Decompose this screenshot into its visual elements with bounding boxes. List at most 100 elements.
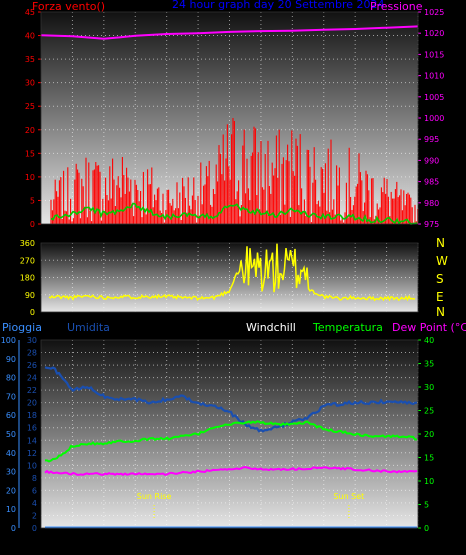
wind-tick-label-10: 10 (25, 173, 35, 182)
direction-letter-n-bottom: N (436, 305, 445, 319)
humidity-tick-label-22: 22 (27, 386, 37, 395)
pressure-tick-label-1020: 1020 (424, 29, 444, 38)
sunset-label: Sun Set (333, 492, 364, 501)
direction-letter-s: S (436, 272, 444, 286)
legend-humidity: Umidita (67, 321, 110, 334)
temp-x-tick-label-06: 06 (130, 535, 142, 545)
wind-tick-label-40: 40 (25, 32, 35, 41)
humidity-tick-label-20: 20 (27, 399, 37, 408)
temp-x-tick-label-22: 22 (381, 535, 392, 545)
rain-tick-label-10: 10 (6, 505, 16, 514)
temp-x-tick-label-16: 16 (287, 535, 299, 545)
rain-tick-label-80: 80 (6, 374, 16, 383)
pressure-tick-label-990: 990 (424, 156, 439, 165)
humidity-tick-label-28: 28 (27, 349, 37, 358)
temp-x-tick-label-00: 00 (412, 535, 424, 545)
wind-x-tick-label-12: 12 (224, 229, 235, 239)
wind-x-tick-label-02: 02 (67, 229, 78, 239)
panel-frame (40, 242, 419, 313)
rain-tick-label-20: 20 (6, 486, 16, 495)
wind-direction-line (48, 243, 416, 302)
rain-tick-label-50: 50 (6, 430, 16, 439)
humidity-tick-label-30: 30 (27, 336, 37, 345)
pressure-tick-label-1005: 1005 (424, 93, 444, 102)
temp-x-tick-label-14: 14 (255, 535, 267, 545)
legend-windchill: Windchill (246, 321, 296, 334)
rain-tick-label-60: 60 (6, 411, 16, 420)
pressure-tick-label-980: 980 (424, 199, 439, 208)
rain-tick-label-40: 40 (6, 449, 16, 458)
direction-tick-label-270: 270 (20, 256, 35, 265)
direction-letter-w: W (436, 254, 448, 268)
wind-tick-label-5: 5 (30, 196, 35, 205)
pressure-tick-label-1010: 1010 (424, 72, 444, 81)
pressure-tick-label-1000: 1000 (424, 114, 444, 123)
humidity-tick-label-10: 10 (27, 461, 37, 470)
panel-frame (40, 11, 419, 225)
wind-tick-label-20: 20 (25, 126, 35, 135)
page-title: 24 hour graph day 20 Settembre 2024 (172, 0, 385, 11)
wind-x-tick-label-04: 04 (98, 229, 110, 239)
wind-x-tick-label-14: 14 (255, 229, 267, 239)
humidity-tick-label-4: 4 (32, 499, 37, 508)
temperature-tick-label-5: 5 (424, 501, 429, 510)
pressure-tick-label-985: 985 (424, 178, 439, 187)
direction-tick-label-0: 0 (30, 308, 35, 317)
legend-temperature: Temperatura (312, 321, 383, 334)
humidity-tick-label-12: 12 (27, 449, 37, 458)
wind-x-tick-label-00: 00 (412, 229, 424, 239)
temp-x-tick-label-08: 08 (161, 535, 173, 545)
direction-tick-label-360: 360 (20, 239, 35, 248)
wind-x-tick-label-18: 18 (318, 229, 330, 239)
wind-tick-label-30: 30 (25, 79, 35, 88)
pressure-tick-label-995: 995 (424, 135, 439, 144)
pressure-tick-label-1015: 1015 (424, 50, 444, 59)
temp-x-tick-label-12: 12 (224, 535, 235, 545)
wind-tick-label-45: 45 (25, 8, 35, 17)
sunrise-label: Sun Rise (137, 492, 172, 501)
wind-tick-label-15: 15 (25, 149, 35, 158)
rain-tick-label-0: 0 (11, 524, 16, 533)
humidity-tick-label-0: 0 (32, 524, 37, 533)
wind-tick-label-25: 25 (25, 102, 35, 111)
temperature-tick-label-35: 35 (424, 360, 434, 369)
temp-x-tick-label-04: 04 (98, 535, 110, 545)
humidity-tick-label-8: 8 (32, 474, 37, 483)
pressure-tick-label-1025: 1025 (424, 8, 444, 17)
panel-frame (40, 339, 419, 529)
humidity-tick-label-6: 6 (32, 486, 37, 495)
average-wind-line (50, 202, 418, 225)
humidity-tick-label-24: 24 (27, 374, 37, 383)
temperature-tick-label-25: 25 (424, 407, 434, 416)
temperature-tick-label-20: 20 (424, 430, 434, 439)
wind-tick-label-35: 35 (25, 55, 35, 64)
temperature-tick-label-40: 40 (424, 336, 434, 345)
wind-x-tick-label-06: 06 (130, 229, 142, 239)
temp-x-tick-label-18: 18 (318, 535, 330, 545)
direction-letter-e: E (436, 290, 444, 304)
wind-x-tick-label-20: 20 (349, 229, 361, 239)
humidity-tick-label-2: 2 (32, 511, 37, 520)
temp-x-tick-label-02: 02 (67, 535, 78, 545)
wind-x-tick-label-22: 22 (381, 229, 392, 239)
humidity-tick-label-14: 14 (27, 436, 37, 445)
rain-tick-label-30: 30 (6, 468, 16, 477)
direction-tick-label-90: 90 (25, 291, 35, 300)
temperature-tick-label-0: 0 (424, 524, 429, 533)
temperature-tick-label-30: 30 (424, 383, 434, 392)
humidity-tick-label-26: 26 (27, 361, 37, 370)
wind-x-tick-label-16: 16 (287, 229, 299, 239)
direction-letter-n-top: N (436, 236, 445, 250)
pressure-tick-label-975: 975 (424, 220, 439, 229)
legend-dewpoint: Dew Point (°C) (392, 321, 466, 334)
direction-tick-label-180: 180 (20, 274, 35, 283)
temp-x-tick-label-20: 20 (349, 535, 361, 545)
rain-tick-label-100: 100 (1, 336, 16, 345)
dewpoint-line (44, 465, 418, 476)
humidity-tick-label-16: 16 (27, 424, 37, 433)
temperature-tick-label-10: 10 (424, 477, 434, 486)
rain-tick-label-90: 90 (6, 355, 16, 364)
wind-tick-label-0: 0 (30, 220, 35, 229)
legend-rain: Pioggia (2, 321, 42, 334)
